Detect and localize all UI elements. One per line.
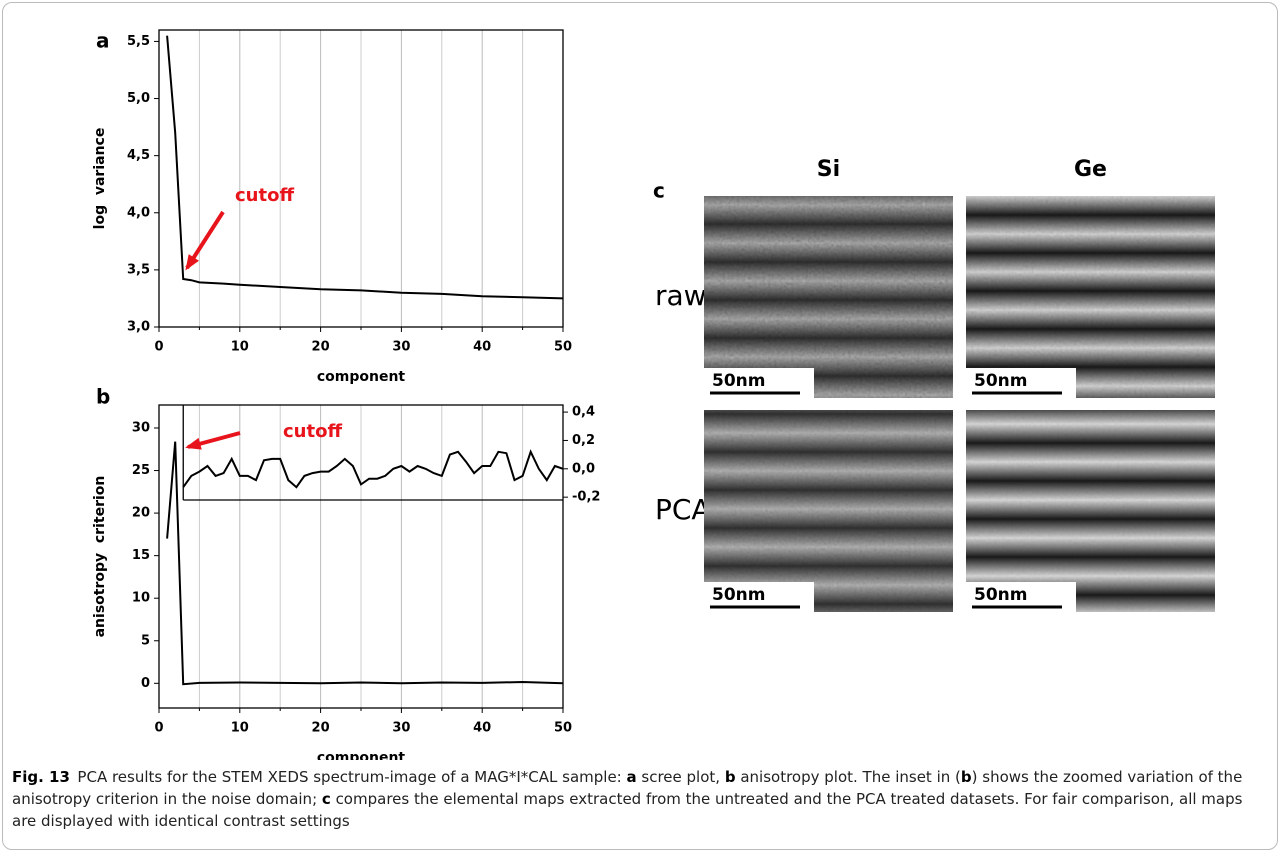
y-axis-label: anisotropy criterion [92,476,108,638]
data-line [166,35,564,300]
y2-tick-label: 0,2 [572,433,595,448]
column-label: Si [817,157,840,182]
x-tick-label: 30 [392,721,410,736]
caption-text: anisotropy plot. The inset in ( [735,768,961,786]
row-label: raw [655,279,707,312]
x-tick-label: 40 [473,721,491,736]
x-tick-label: 20 [312,340,330,355]
y-axis-label: log variance [92,128,108,230]
y-tick-label: 3,0 [127,320,150,335]
x-tick-label: 0 [154,721,163,736]
x-axis-label: component [317,369,406,385]
caption-text: scree plot, [636,768,725,786]
y2-tick-label: 0,0 [572,461,595,476]
x-tick-label: 50 [554,340,572,355]
y-tick-label: 4,0 [127,205,150,220]
map-noise [704,410,953,612]
y-tick-label: 10 [132,591,150,606]
figure: a b c Si Ge raw PCA 50nm 50nm 50nm 50nm 0 10 20 30 4… [92,29,1215,760]
data-line [166,441,564,686]
y-tick-label: 5,0 [127,91,150,106]
caption-text: ) shows the zoomed variation of the anis… [12,768,1243,808]
column-label: Ge [1074,157,1107,182]
caption-text: c [321,790,331,808]
y2-tick-label: 0,4 [572,405,595,420]
x-tick-label: 10 [231,340,249,355]
elemental-map: 50nm [966,410,1215,612]
map-noise [704,196,953,398]
annotation-arrowhead [185,254,199,271]
x-tick-label: 40 [473,340,491,355]
y-tick-label: 5 [141,633,150,648]
row-label: PCA [655,493,711,526]
y-tick-label: 20 [132,506,150,521]
y-tick-label: 0 [141,676,150,691]
caption-text: compares the elemental maps extracted fr… [12,790,1243,830]
y-tick-label: 15 [132,548,150,563]
x-tick-label: 30 [392,340,410,355]
panel-letter: a [96,29,110,53]
scale-bar-label: 50nm [712,371,765,391]
data-line [182,449,564,489]
elemental-map: 50nm [704,410,953,612]
scale-bar-label: 50nm [712,585,765,605]
map-noise [966,410,1215,612]
y-tick-label: 30 [132,420,150,435]
y2-tick-label: -0,2 [572,490,600,505]
elemental-map: 50nm [966,196,1215,398]
caption-text: PCA results for the STEM XEDS spectrum-i… [77,768,627,786]
caption: Fig. 13 PCA results for the STEM XEDS sp… [12,766,1262,832]
y-tick-label: 4,5 [127,148,150,163]
caption-text: b [724,768,736,786]
y-tick-label: 5,5 [127,34,150,49]
x-tick-label: 0 [154,340,163,355]
panel-letter: b [96,385,110,409]
x-axis-label: component [317,750,406,760]
x-tick-label: 10 [231,721,249,736]
annotation-arrowhead [185,437,202,450]
caption-label: Fig. 13 [12,768,70,786]
annotation: cutoff [283,421,342,442]
annotation: cutoff [235,185,294,206]
caption-text: b [960,768,972,786]
y-tick-label: 25 [132,463,150,478]
x-tick-label: 20 [312,721,330,736]
panel-c: c Si Ge raw PCA 50nm 50nm 50nm 50nm [653,157,1215,612]
panel-letter: c [653,179,665,203]
x-tick-label: 50 [554,721,572,736]
y-tick-label: 3,5 [127,262,150,277]
scale-bar-label: 50nm [974,585,1027,605]
map-noise [966,196,1215,398]
caption-text: a [626,768,637,786]
elemental-map: 50nm [704,196,953,398]
scale-bar-label: 50nm [974,371,1027,391]
